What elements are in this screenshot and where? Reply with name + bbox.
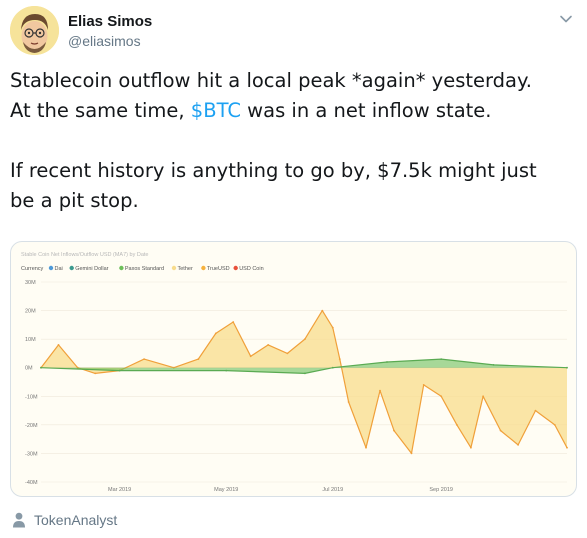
media-attribution[interactable]: TokenAnalyst <box>12 510 117 530</box>
chart-title: Stable Coin Net Inflows/Outflow USD (MA7… <box>21 252 148 258</box>
data-point <box>304 338 306 340</box>
y-tick-label: 20M <box>25 309 36 315</box>
legend-label: Dai <box>55 266 63 272</box>
data-point <box>440 395 443 398</box>
x-axis: Mar 2019 May 2019 Jul 2019 Sep 2019 <box>108 487 453 493</box>
legend-label: USD Coin <box>239 266 263 272</box>
y-tick-label: 0M <box>25 366 33 372</box>
data-point <box>118 369 121 372</box>
stablecoin-flow-chart: Stable Coin Net Inflows/Outflow USD (MA7… <box>21 252 568 493</box>
data-point <box>499 429 502 432</box>
chart-areas <box>40 309 568 455</box>
data-point <box>321 309 324 312</box>
avatar[interactable] <box>10 6 59 55</box>
data-point <box>286 352 289 355</box>
data-point <box>365 446 367 449</box>
cashtag-link[interactable]: $BTC <box>190 99 241 122</box>
data-point <box>470 446 472 449</box>
data-point <box>553 424 556 426</box>
y-tick-label: 10M <box>25 337 36 343</box>
tweet-line: be a pit stop. <box>10 186 577 216</box>
data-point <box>534 409 537 412</box>
tweet-line: If recent history is anything to go by, … <box>10 156 577 186</box>
data-point <box>267 344 270 346</box>
data-point <box>40 366 42 369</box>
y-tick-label: -10M <box>25 394 38 400</box>
data-point <box>386 361 388 363</box>
series-line <box>40 310 568 454</box>
author-names: Elias Simos @eliasimos <box>68 13 152 51</box>
chevron-down-icon[interactable] <box>559 12 573 26</box>
data-point <box>338 358 341 360</box>
data-point <box>482 395 484 398</box>
avatar-illustration <box>10 6 59 55</box>
series-area <box>41 310 567 454</box>
x-tick-label: May 2019 <box>214 487 238 493</box>
data-point <box>492 364 495 366</box>
data-point <box>517 444 519 446</box>
data-point <box>232 321 235 323</box>
tweet-text-segment: At the same time, <box>10 99 191 122</box>
data-point <box>331 326 334 329</box>
legend-label: TrueUSD <box>207 266 230 272</box>
tweet-text-segment: was in a net inflow state. <box>240 99 492 122</box>
data-point <box>331 366 334 369</box>
data-point <box>410 452 413 455</box>
tweet-text-segment: If recent history is anything to go by, … <box>10 159 537 182</box>
legend-swatch <box>233 265 238 271</box>
data-point <box>566 446 568 449</box>
y-tick-label: -20M <box>25 423 38 429</box>
data-point <box>304 372 306 375</box>
legend-swatch <box>69 265 74 271</box>
data-point <box>225 369 228 372</box>
attribution-label: TokenAnalyst <box>34 512 118 528</box>
author-handle[interactable]: @eliasimos <box>68 33 141 49</box>
legend-swatch <box>119 265 124 271</box>
legend-swatch <box>201 265 206 271</box>
data-point <box>94 372 97 375</box>
legend-label: Gemini Dollar <box>75 266 108 272</box>
data-point <box>456 424 458 426</box>
tweet-line: Stablecoin outflow hit a local peak *aga… <box>10 66 577 96</box>
legend-title: Currency <box>21 266 44 272</box>
data-point <box>422 384 425 386</box>
legend-label: Tether <box>178 266 193 272</box>
tweet-text-segment: be a pit stop. <box>10 189 139 212</box>
chart-legend: Dai Gemini Dollar Paxos Standard Tether True… <box>48 265 264 272</box>
data-point <box>347 401 350 403</box>
author-display-name[interactable]: Elias Simos <box>68 13 153 30</box>
series-area <box>41 359 567 374</box>
media-image[interactable]: Stable Coin Net Inflows/Outflow USD (MA7… <box>10 241 577 497</box>
tweet-text: Stablecoin outflow hit a local peak *aga… <box>10 66 577 216</box>
x-tick-label: Jul 2019 <box>322 487 343 493</box>
data-point <box>143 358 146 360</box>
data-point <box>197 358 200 360</box>
data-point <box>249 355 252 358</box>
person-icon <box>13 512 25 528</box>
x-tick-label: Mar 2019 <box>108 487 131 493</box>
y-tick-label: 30M <box>25 280 36 286</box>
legend-swatch <box>48 265 54 271</box>
tweet-text-segment: Stablecoin outflow hit a local peak *aga… <box>10 69 532 92</box>
data-point <box>440 358 443 360</box>
legend-label: Paxos Standard <box>125 266 164 272</box>
data-point <box>57 344 60 346</box>
data-point <box>379 389 381 392</box>
y-axis: 30M 20M 10M 0M -10M -20M -30M -40M <box>25 280 38 486</box>
y-tick-label: -40M <box>25 480 38 486</box>
x-tick-label: Sep 2019 <box>429 487 453 493</box>
tweet-header: Elias Simos @eliasimos <box>10 6 577 60</box>
y-tick-label: -30M <box>25 451 38 457</box>
tweet-line: At the same time, $BTC was in a net infl… <box>10 96 577 126</box>
data-point <box>393 429 395 432</box>
legend-swatch <box>171 265 177 271</box>
data-point <box>214 332 217 335</box>
data-point <box>566 366 568 369</box>
